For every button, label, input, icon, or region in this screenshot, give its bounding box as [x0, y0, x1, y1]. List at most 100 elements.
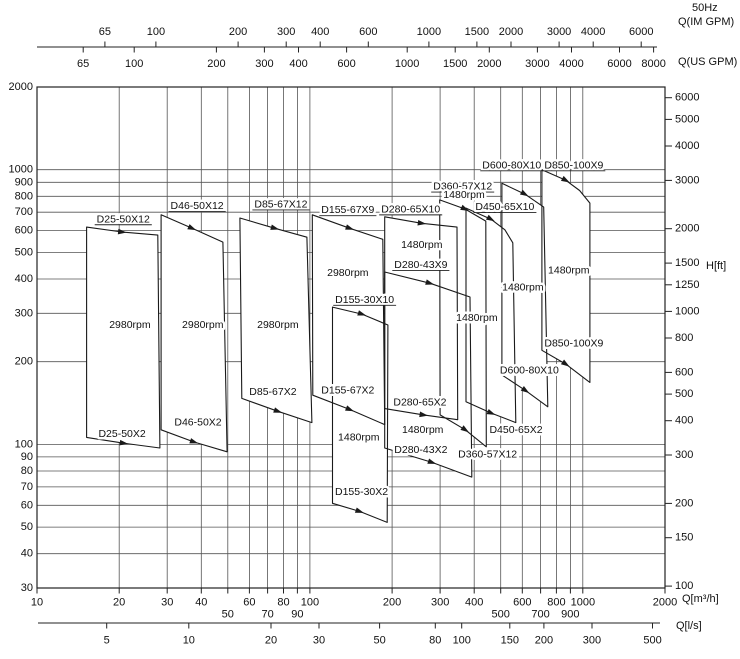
head-m-tick-label: 300: [15, 307, 33, 319]
curve-direction-arrow: [485, 214, 495, 222]
flow-ls-tick-label: 20: [265, 635, 277, 647]
model-label-bottom-D360-57: D360-57X12: [458, 448, 517, 460]
flow-ls-tick-label: 150: [501, 635, 519, 647]
model-label-bottom-D46-50: D46-50X2: [174, 417, 221, 429]
curve-direction-arrow: [425, 279, 435, 285]
curve-direction-arrow: [419, 411, 429, 418]
model-label-top-D450-65: D450-65X10: [475, 201, 534, 213]
head-ft-tick-label: 300: [675, 449, 693, 461]
envelope-fill-D85-67: [239, 218, 312, 423]
curve-direction-arrow: [560, 359, 570, 367]
model-label-bottom-D155-30: D155-30X2: [335, 486, 388, 498]
flow-m3h-tick-label: 50: [222, 609, 234, 621]
model-label-top-D85-67: D85-67X12: [254, 198, 307, 210]
head-m-tick-label: 500: [15, 246, 33, 258]
flow-m3h-tick-label: 2000: [653, 597, 677, 609]
im-gpm-tick-label: 200: [229, 26, 247, 38]
us-gpm-tick-label: 65: [77, 58, 89, 70]
curve-direction-arrow: [460, 425, 470, 433]
model-label-bottom-D85-67: D85-67X2: [249, 386, 296, 398]
model-label-bottom-D155-67: D155-67X2: [321, 385, 374, 397]
head-ft-tick-label: 600: [675, 366, 693, 378]
model-label-top-D25-50: D25-50X12: [97, 213, 150, 225]
curve-direction-arrow: [354, 507, 364, 513]
flow-ls-tick-label: 50: [373, 635, 385, 647]
curve-direction-arrow: [187, 224, 197, 231]
curve-direction-arrow: [270, 224, 280, 230]
curve-direction-arrow: [189, 438, 199, 444]
head-feet-axis-label: H[ft]: [706, 260, 727, 272]
im-gpm-tick-label: 1000: [417, 26, 441, 38]
rpm-label: 1480rpm: [443, 189, 485, 201]
flow-m3h-tick-label: 70: [262, 609, 274, 621]
flow-m3h-tick-label: 90: [291, 609, 303, 621]
flow-ls-axis-label: Q[l/s]: [676, 620, 702, 632]
flow-m3h-tick-label: 10: [31, 597, 43, 609]
envelope-fill-D46-50: [161, 214, 228, 452]
rpm-label: 1480rpm: [456, 312, 498, 324]
head-ft-tick-label: 400: [675, 415, 693, 427]
rpm-label: 2980rpm: [257, 319, 299, 331]
curve-direction-arrow: [119, 439, 129, 446]
us-gpm-tick-label: 4000: [559, 58, 583, 70]
curve-direction-arrow: [117, 228, 127, 235]
flow-ls-tick-label: 30: [313, 635, 325, 647]
flow-m3h-tick-label: 100: [301, 597, 319, 609]
flow-m3h-tick-label: 700: [531, 609, 549, 621]
flow-m3h-tick-label: 500: [492, 609, 510, 621]
head-ft-tick-label: 100: [675, 580, 693, 592]
flow-m3h-tick-label: 1000: [571, 597, 595, 609]
flow-ls-tick-label: 200: [535, 635, 553, 647]
us-gpm-tick-label: 2000: [477, 58, 501, 70]
envelope-fill-D850-100: [541, 169, 590, 383]
envelope-fill-D155-30: [332, 307, 388, 523]
flow-m3h-tick-label: 600: [513, 597, 531, 609]
us-gpm-tick-label: 1500: [443, 58, 467, 70]
curve-direction-arrow: [520, 386, 530, 394]
im-gpm-tick-label: 300: [277, 26, 295, 38]
im-gpm-tick-label: 1500: [465, 26, 489, 38]
curve-direction-arrow: [357, 310, 367, 316]
head-ft-tick-label: 1250: [675, 279, 699, 291]
imperial-gpm-axis-label: Q(IM GPM): [678, 16, 735, 28]
flow-m3h-tick-label: 20: [113, 597, 125, 609]
envelope-outlines: [86, 169, 591, 523]
flow-m3h-tick-label: 40: [195, 597, 207, 609]
us-gpm-tick-label: 300: [255, 58, 273, 70]
envelope-fill-D600-80: [501, 183, 548, 407]
rpm-label: 1480rpm: [548, 265, 590, 277]
curve-direction-arrow: [427, 458, 437, 464]
curve-direction-arrow: [519, 189, 529, 197]
head-m-tick-label: 200: [15, 356, 33, 368]
model-label-top-D280-43: D280-43X9: [394, 259, 447, 271]
flow-m3h-tick-label: 900: [561, 609, 579, 621]
curve-direction-arrow: [486, 408, 496, 415]
flow-m3h-tick-label: 400: [465, 597, 483, 609]
model-label-top-D46-50: D46-50X12: [171, 200, 224, 212]
envelope-fills: [86, 169, 590, 523]
head-m-tick-label: 900: [15, 176, 33, 188]
flow-ls-tick-label: 300: [583, 635, 601, 647]
flow-ls-tick-label: 10: [183, 635, 195, 647]
head-ft-tick-label: 800: [675, 332, 693, 344]
head-m-tick-label: 1000: [9, 164, 33, 176]
flow-m3h-tick-label: 300: [431, 597, 449, 609]
model-label-top-D360-57: D360-57X12: [433, 181, 492, 193]
rpm-label: 1480rpm: [402, 424, 444, 436]
model-label-bottom-D280-43: D280-43X2: [394, 444, 447, 456]
envelope-fill-D25-50: [86, 227, 160, 448]
flow-ls-tick-label: 80: [429, 635, 441, 647]
head-ft-tick-label: 150: [675, 532, 693, 544]
model-label-bottom-D450-65: D450-65X2: [489, 424, 542, 436]
flow-m3h-tick-label: 200: [383, 597, 401, 609]
im-gpm-tick-label: 2000: [499, 26, 523, 38]
im-gpm-tick-label: 100: [147, 26, 165, 38]
flow-m3h-tick-label: 80: [277, 597, 289, 609]
head-ft-tick-label: 500: [675, 388, 693, 400]
rpm-label: 2980rpm: [182, 319, 224, 331]
head-ft-tick-label: 6000: [675, 92, 699, 104]
head-m-tick-label: 60: [21, 499, 33, 511]
curve-direction-arrow: [345, 224, 355, 230]
curve-direction-arrow: [417, 219, 427, 226]
